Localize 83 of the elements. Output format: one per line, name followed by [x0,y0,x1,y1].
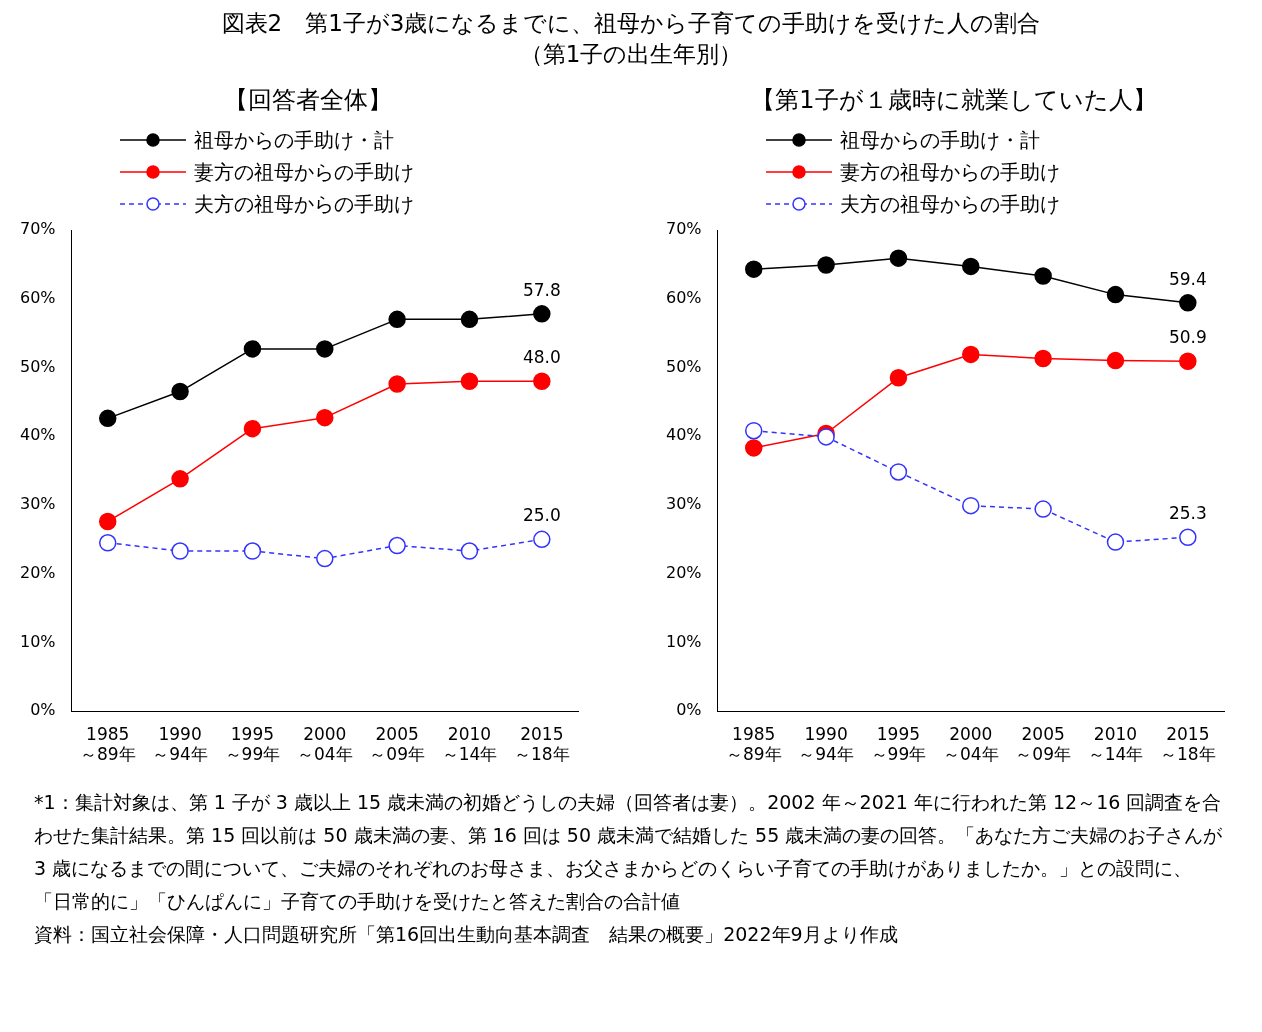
point [533,372,551,390]
y-tick-label: 30% [20,494,56,514]
legend-label: 妻方の祖母からの手助け [840,159,1060,186]
x-tick-label: 2010 ～14年 [441,723,498,765]
point [1179,352,1197,371]
point [1034,500,1052,518]
legend-label: 祖母からの手助け・計 [194,127,394,154]
point [744,439,763,457]
x-tick-label: 1985 ～89年 [79,723,136,765]
data-label: 25.3 [1168,503,1207,524]
point [460,372,479,390]
x-tick-label: 2005 ～09年 [1015,723,1071,765]
point [460,310,479,329]
y-tick-label: 0% [676,700,702,720]
x-tick-label: 2000 ～04年 [296,723,353,765]
y-tick-label: 70% [20,219,56,239]
point [243,419,262,438]
legend-label: 祖母からの手助け・計 [840,127,1040,154]
x-tick-label: 2015 ～18年 [1160,723,1216,765]
y-tick-label: 10% [20,631,56,651]
data-label: 59.4 [1168,268,1207,289]
y-tick-label: 60% [20,287,56,307]
point [533,305,551,323]
text: 図表2 第1子が3歳になるまでに、祖母から子育ての手助けを受けた人の割合 [220,9,1042,38]
point [171,470,189,488]
x-tick-label: 2015 ～18年 [514,723,570,765]
point [889,369,908,387]
y-tick-label: 50% [20,356,56,376]
point [243,340,262,358]
x-tick-label: 2005 ～09年 [369,723,425,765]
point [388,310,406,329]
text: *1：集計対象は、第 1 子が 3 歳以上 15 歳未満の初婚どうしの夫婦（回答者は妻）。2002 年～2021 年に行われた第 12～16 回調査を合わせた集計結果。第 15 回以前は 50 歳未満の妻、第 16 回は 50 歳未満で結婚した 55 歳未満の妻の回答。「あなた方ご夫婦のお子さんが 3 歳になるまでの間について、ご夫婦のそれぞれのお母さま、お父さまからどのくらい子育ての手助けがありましたか。」との設問に、「日常的に」「ひんぱんに」子育ての手助けを受けたと答えた割合の合計値 [34,790,1224,914]
point [1034,267,1052,285]
data-label: 57.8 [522,279,561,300]
point [1034,349,1052,368]
point [1106,285,1125,304]
legend-label: 夫方の祖母からの手助け [194,191,414,218]
data-label: 48.0 [522,347,561,368]
y-tick-label: 10% [666,631,702,651]
point [962,345,980,364]
x-tick-label: 2000 ～04年 [942,723,999,765]
y-tick-label: 70% [666,219,702,239]
x-tick-label: 1995 ～99年 [224,723,281,765]
point [817,256,835,274]
point [171,382,189,401]
chart-title: 【第1子が１歳時に就業していた人】 [750,85,1158,116]
point [98,512,117,531]
chart-title: 【回答者全体】 [223,85,393,116]
point [889,463,908,481]
x-tick-label: 1985 ～89年 [725,723,782,765]
legend-label: 夫方の祖母からの手助け [840,191,1060,218]
point [316,408,334,427]
y-tick-label: 20% [666,562,702,582]
text: （第1子の出生年別） [518,40,744,69]
text: 資料：国立社会保障・人口問題研究所「第16回出生動向基本調査 結果の概要」2022年9月より作成 [34,922,899,947]
y-tick-label: 20% [20,562,56,582]
y-tick-label: 40% [666,425,702,445]
point [1106,533,1125,551]
legend-label: 妻方の祖母からの手助け [194,159,414,186]
x-tick-label: 2010 ～14年 [1087,723,1144,765]
data-label: 25.0 [522,505,561,526]
point [243,542,262,560]
y-tick-label: 0% [30,700,56,720]
point [1106,351,1125,370]
y-tick-label: 30% [666,494,702,514]
x-tick-label: 1990 ～94年 [152,723,208,765]
point [817,428,835,446]
y-tick-label: 60% [666,287,702,307]
y-tick-label: 40% [20,425,56,445]
point [316,340,334,358]
data-label: 50.9 [1168,327,1207,348]
point [388,375,406,393]
x-tick-label: 1990 ～94年 [798,723,854,765]
point [171,542,189,560]
point [962,257,980,276]
point [889,249,908,267]
point [962,496,980,515]
x-tick-label: 1995 ～99年 [870,723,927,765]
point [98,409,117,428]
point [388,536,406,555]
point [1179,294,1197,312]
y-tick-label: 50% [666,356,702,376]
point [744,260,763,278]
